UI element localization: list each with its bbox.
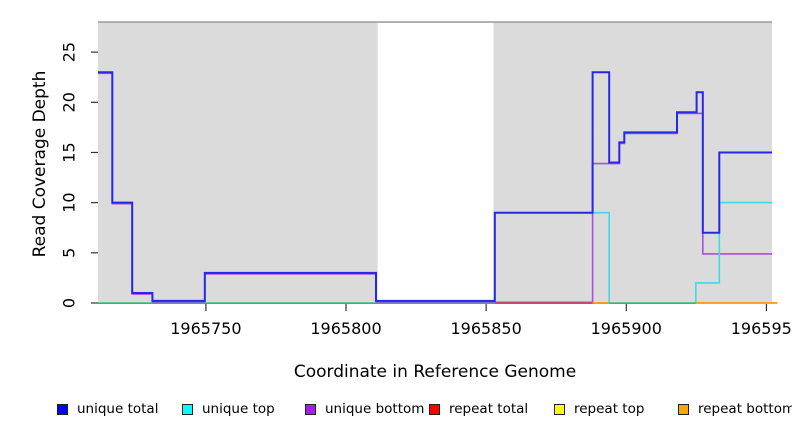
y-tick-label: 10 [60, 192, 79, 212]
legend-swatch-unique-top [182, 403, 193, 415]
legend-swatch-unique-total [57, 403, 68, 415]
y-tick-label: 15 [59, 142, 78, 162]
legend-label: unique total [77, 401, 159, 417]
y-tick-label: 5 [60, 248, 79, 258]
x-tick-label: 1965900 [591, 319, 662, 338]
legend-swatch-repeat-bottom [678, 403, 689, 415]
x-tick-label: 1965750 [170, 319, 241, 338]
legend: unique total unique top unique bottom re… [0, 399, 792, 421]
legend-swatch-repeat-top [554, 403, 565, 415]
legend-item-repeat-total: repeat total [429, 399, 528, 419]
legend-item-unique-top: unique top [182, 399, 275, 419]
legend-label: unique bottom [325, 401, 425, 417]
legend-label: repeat total [449, 401, 529, 417]
y-tick-label: 20 [59, 92, 78, 112]
legend-item-unique-bottom: unique bottom [305, 399, 424, 419]
x-axis-title: Coordinate in Reference Genome [293, 362, 577, 382]
legend-item-unique-total: unique total [57, 399, 158, 419]
y-axis-title: Read Coverage Depth [30, 70, 50, 258]
x-tick-label: 1965850 [451, 319, 522, 338]
y-tick-label: 25 [60, 42, 79, 62]
legend-swatch-repeat-total [429, 403, 440, 415]
legend-label: repeat top [574, 401, 645, 417]
legend-swatch-unique-bottom [305, 403, 316, 415]
x-tick-label: 1965800 [310, 319, 381, 338]
legend-label: repeat bottom [698, 401, 792, 417]
legend-item-repeat-bottom: repeat bottom [678, 399, 792, 419]
series-unique-total-line [98, 71, 772, 302]
legend-label: unique top [202, 401, 275, 417]
coverage-gap-region [377, 22, 494, 304]
legend-item-repeat-top: repeat top [554, 399, 644, 419]
y-tick-label: 0 [60, 298, 79, 308]
